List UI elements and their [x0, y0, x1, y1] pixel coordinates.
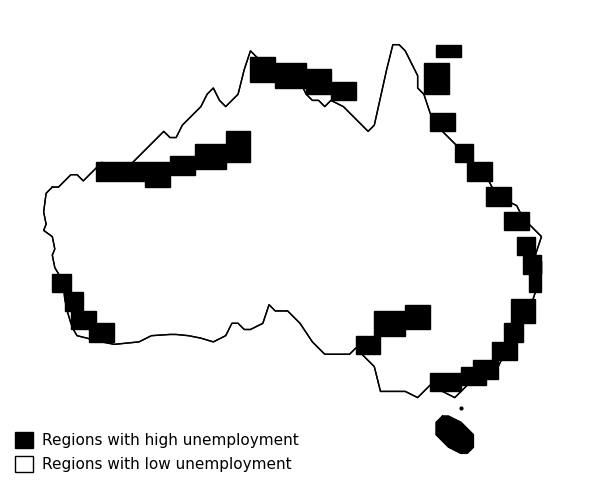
Polygon shape: [121, 162, 145, 181]
Polygon shape: [170, 156, 195, 175]
Polygon shape: [436, 416, 473, 453]
Polygon shape: [430, 113, 455, 131]
Polygon shape: [436, 45, 461, 57]
Legend: Regions with high unemployment, Regions with low unemployment: Regions with high unemployment, Regions …: [10, 428, 304, 477]
Polygon shape: [529, 274, 541, 292]
Polygon shape: [455, 144, 473, 162]
Polygon shape: [44, 45, 541, 397]
Polygon shape: [89, 323, 114, 342]
Polygon shape: [195, 144, 226, 168]
Polygon shape: [71, 311, 95, 330]
Polygon shape: [511, 298, 535, 323]
Polygon shape: [492, 342, 517, 361]
Polygon shape: [226, 131, 250, 162]
Polygon shape: [486, 187, 511, 206]
Polygon shape: [275, 63, 306, 88]
Polygon shape: [505, 323, 523, 342]
Polygon shape: [473, 361, 498, 379]
Polygon shape: [356, 336, 380, 354]
Polygon shape: [424, 63, 449, 94]
Polygon shape: [52, 274, 71, 292]
Polygon shape: [430, 373, 461, 391]
Polygon shape: [523, 255, 541, 274]
Polygon shape: [505, 212, 529, 231]
Polygon shape: [250, 57, 275, 82]
Polygon shape: [405, 305, 430, 330]
Polygon shape: [306, 69, 331, 94]
Polygon shape: [374, 311, 405, 336]
Polygon shape: [145, 162, 170, 187]
Polygon shape: [517, 237, 535, 255]
Polygon shape: [95, 162, 121, 181]
Polygon shape: [461, 367, 486, 385]
Polygon shape: [331, 82, 356, 101]
Polygon shape: [467, 162, 492, 181]
Polygon shape: [65, 292, 83, 311]
